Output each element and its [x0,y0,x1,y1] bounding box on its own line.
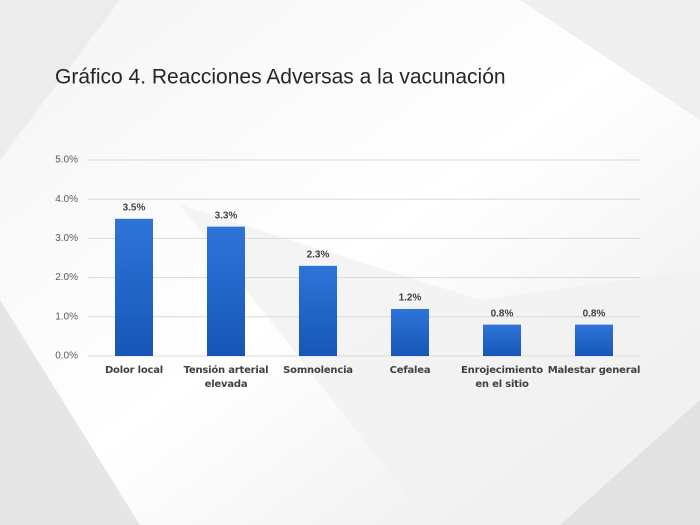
data-label: 1.2% [399,293,422,304]
bg-shape [0,0,120,160]
x-tick-label: Enrojecimiento en el sitio [461,365,543,390]
x-tick-label: Tensión arterial elevada [183,365,269,390]
data-label: 0.8% [583,308,606,319]
y-tick-label: 2.0% [55,272,78,283]
bar [483,324,521,356]
data-label: 3.3% [215,210,238,221]
y-tick-label: 5.0% [55,155,78,166]
x-tick-label: Cefalea [389,365,431,376]
y-tick-label: 3.0% [55,233,78,244]
data-label: 3.5% [123,202,146,213]
chart-title: Gráfico 4. Reacciones Adversas a la vacu… [55,66,506,89]
y-tick-label: 1.0% [55,311,78,322]
data-label: 0.8% [491,308,514,319]
bg-shape [560,400,700,525]
bg-shape [0,300,140,525]
y-tick-label: 0.0% [55,351,78,362]
bg-shape [520,0,700,120]
x-tick-label: Somnolencia [283,365,353,376]
y-tick-label: 4.0% [55,194,78,205]
x-tick-label: Malestar general [547,365,641,376]
bar [575,324,613,356]
bar [207,226,245,356]
x-tick-label: Dolor local [104,365,164,376]
bar [115,218,153,356]
bar [391,308,429,356]
bar [299,265,337,356]
data-label: 2.3% [307,249,330,260]
